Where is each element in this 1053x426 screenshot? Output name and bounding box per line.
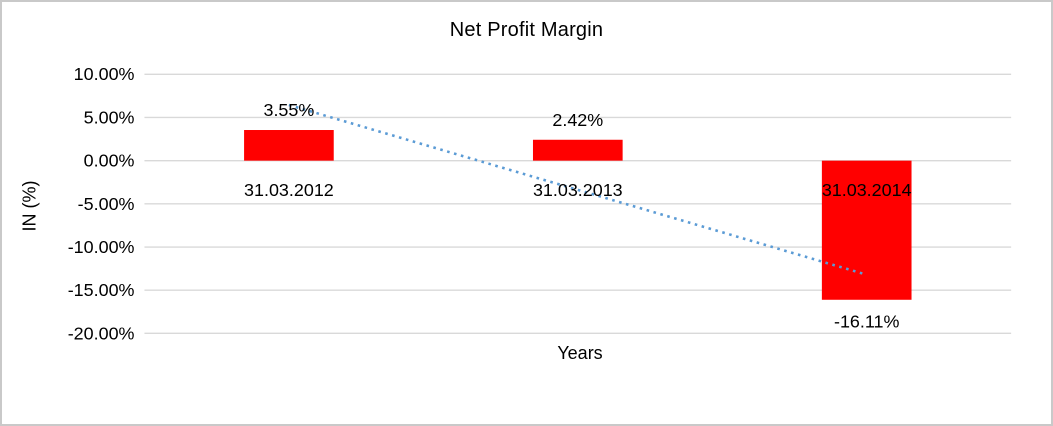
chart-title: Net Profit Margin [449,19,604,41]
y-tick-label: -5.00% [78,194,135,214]
y-tick-label: -10.00% [68,237,135,257]
y-tick-label: 0.00% [84,151,135,171]
bar [821,160,912,300]
bar [244,130,334,161]
bar-data-label: 3.55% [263,100,314,120]
category-label: 31.03.2012 [244,180,334,200]
y-tick-label: 5.00% [84,107,135,127]
y-tick-label: -20.00% [68,323,135,343]
category-label: 31.03.2014 [822,180,912,200]
x-axis-title: Years [557,343,603,363]
bar-data-label: -16.11% [834,312,900,332]
y-tick-label: -15.00% [68,280,135,300]
bar-data-label: 2.42% [552,110,603,130]
category-label: 31.03.2013 [533,180,623,200]
y-tick-label: 10.00% [74,64,135,84]
bar [532,139,623,161]
